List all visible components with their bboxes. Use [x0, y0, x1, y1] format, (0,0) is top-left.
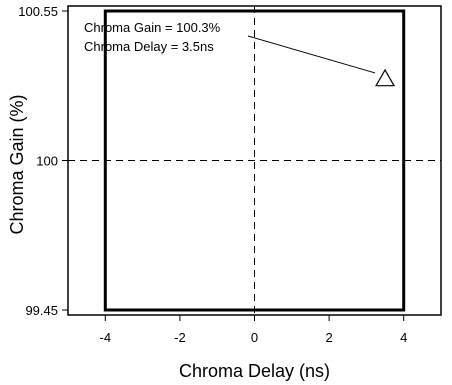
x-tick-label: 4: [400, 330, 407, 345]
x-tick-label: 2: [325, 330, 332, 345]
annotation-delay-text: Chroma Delay = 3.5ns: [84, 39, 214, 54]
annotation-leader-line: [247, 35, 376, 74]
x-axis-label: Chroma Delay (ns): [179, 361, 330, 381]
y-axis-label: Chroma Gain (%): [7, 94, 27, 234]
x-axis-ticks: -4 -2 0 2 4: [100, 315, 407, 345]
x-tick-label: -2: [174, 330, 186, 345]
y-tick-label: 99.45: [25, 303, 58, 318]
x-tick-label: 0: [251, 330, 258, 345]
x-tick-label: -4: [100, 330, 112, 345]
limit-box: [103, 9, 406, 312]
y-tick-label: 100.55: [18, 4, 58, 19]
y-axis-ticks: 100.55 100 99.45: [18, 4, 68, 318]
data-points: [375, 68, 396, 87]
annotation-gain-text: Chroma Gain = 100.3%: [84, 20, 221, 35]
y-tick-label: 100: [36, 154, 58, 169]
data-point-triangle: [375, 68, 396, 87]
